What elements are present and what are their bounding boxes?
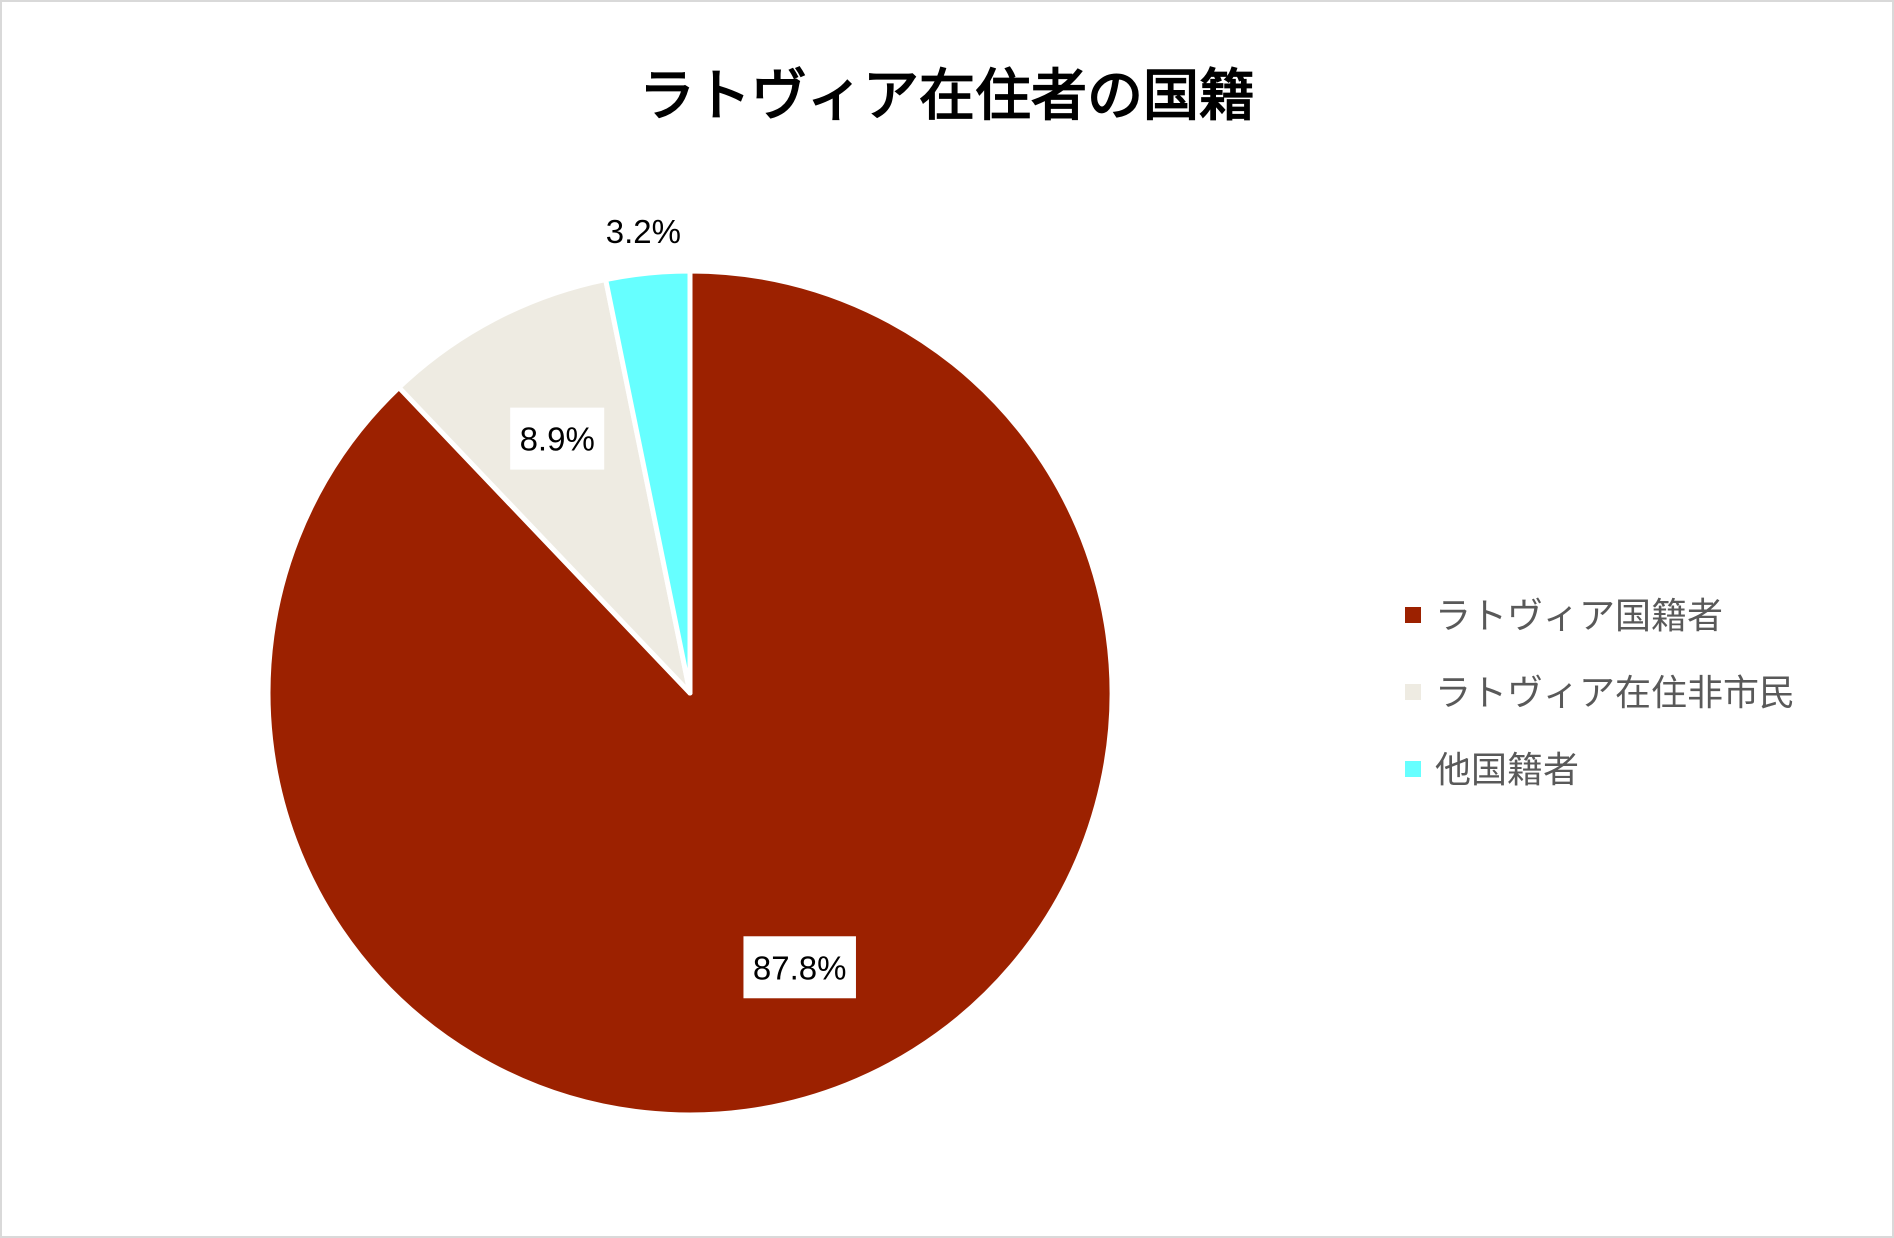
data-labels: 87.8% 8.9% 3.2% xyxy=(510,213,856,999)
data-label-3: 3.2% xyxy=(606,213,681,250)
legend-label-3: 他国籍者 xyxy=(1435,750,1579,791)
legend-swatch-2 xyxy=(1405,684,1421,700)
chart-title: ラトヴィア在住者の国籍 xyxy=(639,64,1255,129)
legend-swatch-3 xyxy=(1405,761,1421,777)
data-label-box-2 xyxy=(510,407,605,470)
data-label-1: 87.8% xyxy=(753,949,847,986)
legend-label-2: ラトヴィア在住非市民 xyxy=(1435,673,1795,714)
pie-slice-3 xyxy=(603,268,693,696)
pie-slices xyxy=(265,268,1115,1118)
data-label-box-1 xyxy=(743,936,856,999)
legend-swatch-1 xyxy=(1405,607,1421,623)
legend-label-1: ラトヴィア国籍者 xyxy=(1435,596,1723,637)
pie-slice-2 xyxy=(396,277,693,696)
data-label-2: 8.9% xyxy=(520,421,595,458)
